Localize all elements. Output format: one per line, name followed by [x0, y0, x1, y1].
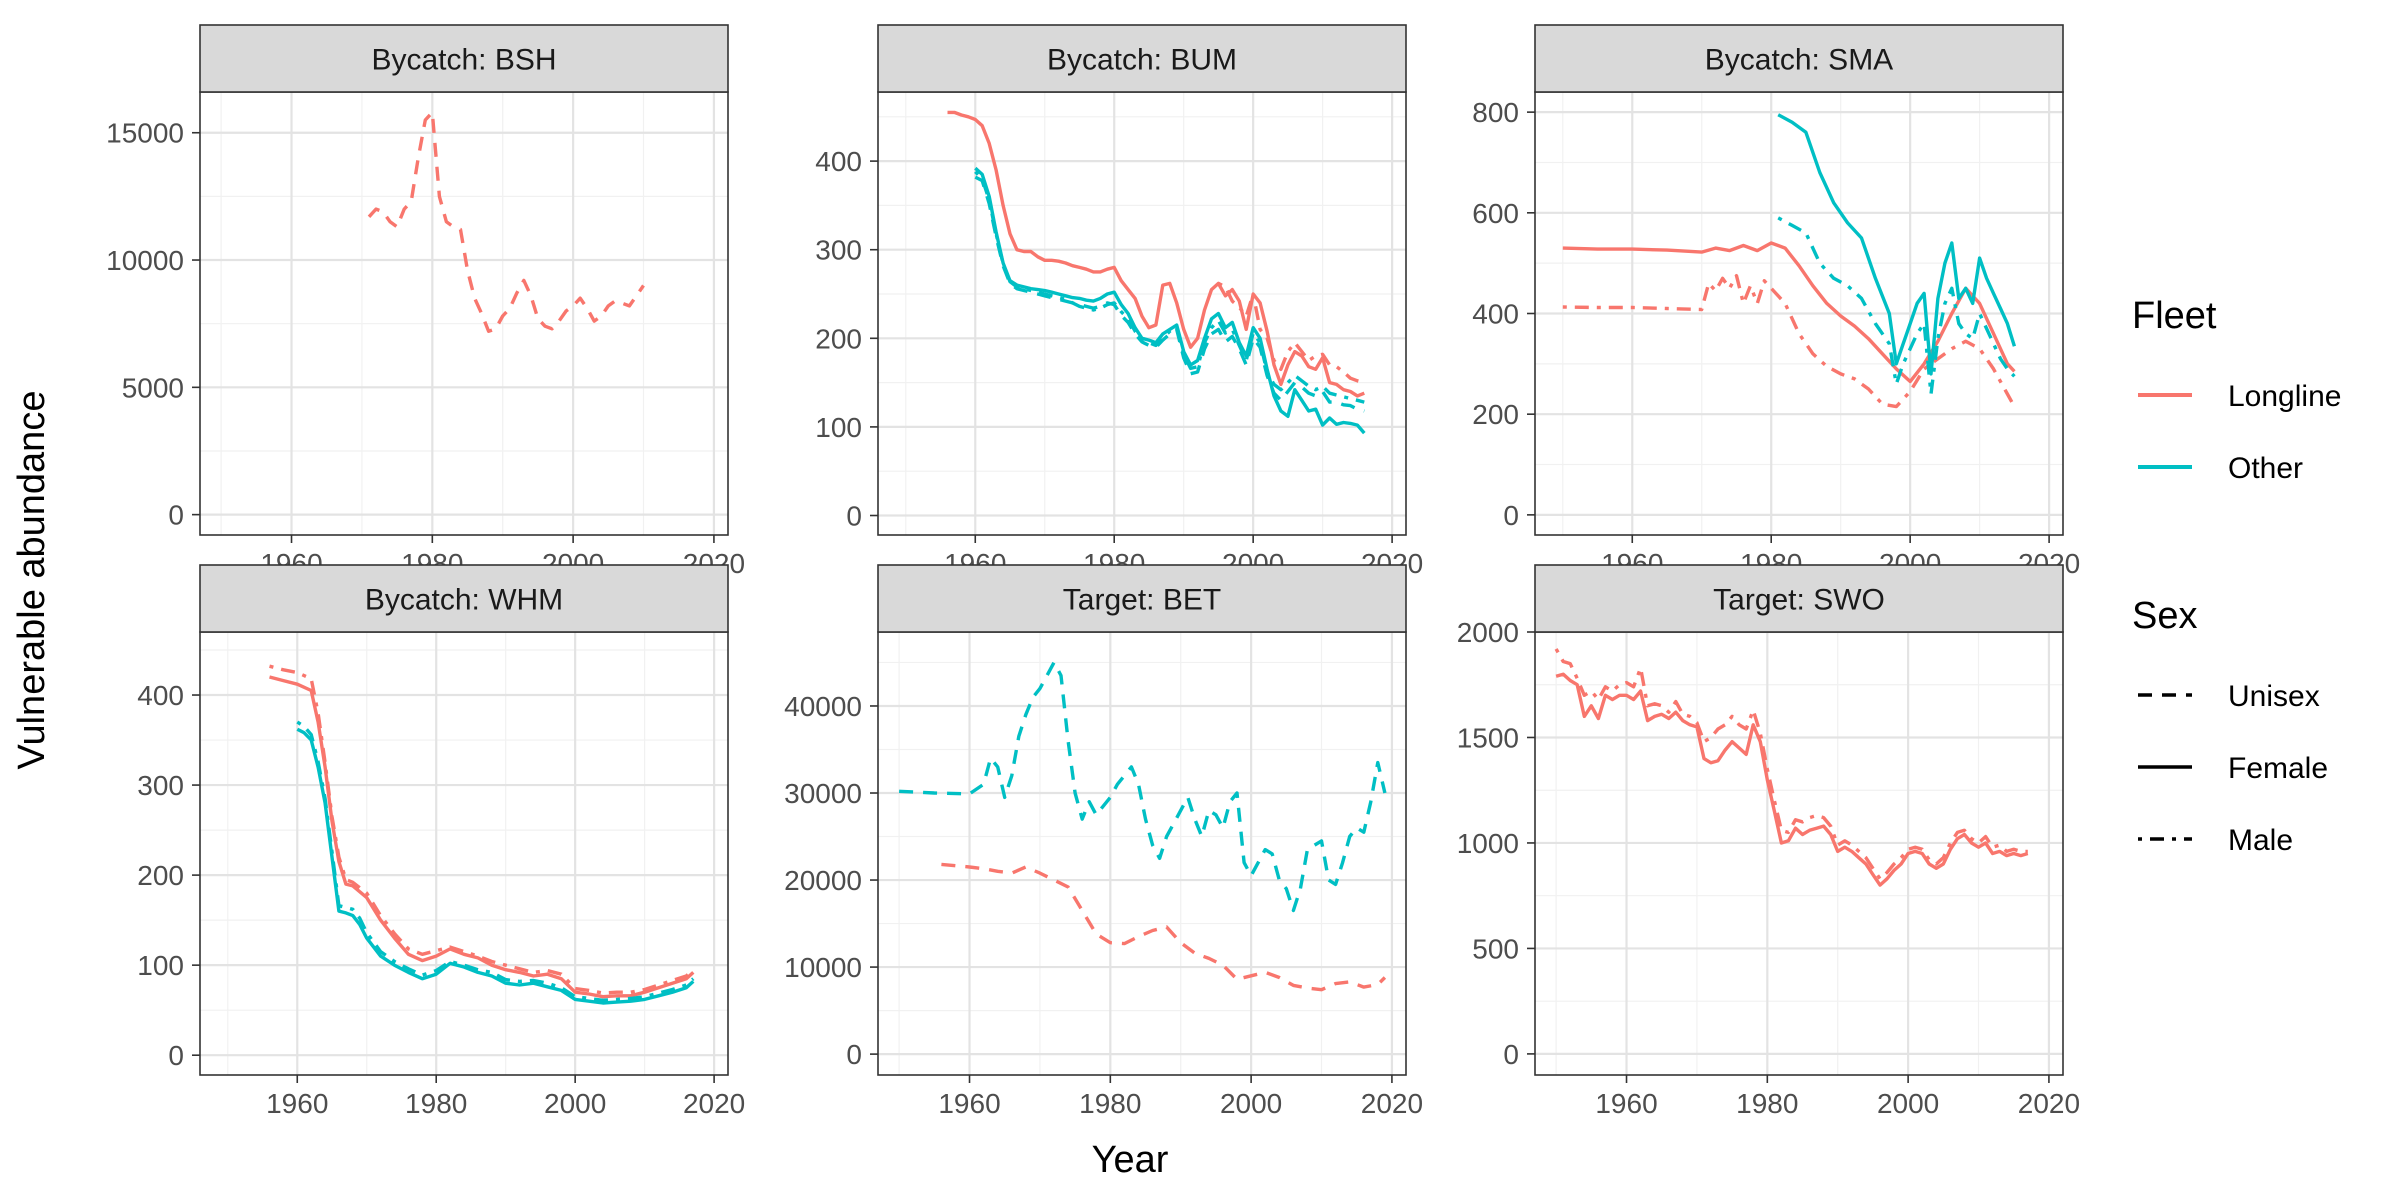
panel-background [878, 632, 1406, 1075]
x-tick-label: 1960 [266, 1088, 328, 1119]
legend-label-other: Other [2228, 452, 2303, 485]
y-tick-label: 200 [137, 860, 184, 891]
x-tick-label: 2000 [544, 1088, 606, 1119]
panel-strip [877, 24, 1407, 93]
y-tick-label: 0 [168, 500, 184, 531]
series-line-longline-female [1555, 672, 2029, 887]
series-line-longline-unisex [941, 862, 1387, 992]
panel-title: Bycatch: SMA [1705, 44, 1893, 77]
legend-sex-title: Sex [2132, 595, 2197, 637]
panel-strip [1534, 564, 2064, 633]
y-tick-label: 30000 [784, 778, 862, 809]
panel-title: Bycatch: BSH [371, 44, 556, 77]
x-tick-label: 1960 [1595, 1088, 1657, 1119]
series-line-other-male [974, 170, 1365, 404]
y-tick-label: 300 [815, 235, 862, 266]
y-tick-label: 1500 [1457, 722, 1519, 753]
series-line-longline-male [269, 664, 695, 995]
panel-title: Bycatch: BUM [1047, 44, 1237, 77]
panel-bycatch-whm: Bycatch: WHM 0 100 200 300 400 1960 1980 2000 202… [137, 564, 745, 1119]
y-tick-label: 400 [1472, 299, 1519, 330]
panel-title: Bycatch: WHM [365, 584, 563, 617]
series-line-longline-unisex [367, 110, 645, 333]
y-tick-label: 400 [137, 680, 184, 711]
y-tick-label: 400 [815, 146, 862, 177]
x-tick-label: 2000 [1220, 1088, 1282, 1119]
y-tick-label: 5000 [122, 372, 184, 403]
y-tick-label: 0 [846, 501, 862, 532]
y-tick-label: 0 [1503, 500, 1519, 531]
y-tick-label: 10000 [784, 952, 862, 983]
panel-title: Target: BET [1063, 584, 1221, 617]
y-tick-label: 200 [815, 323, 862, 354]
y-tick-label: 10000 [106, 245, 184, 276]
series-line-other-unisex [974, 175, 1365, 413]
x-tick-label: 1980 [1736, 1088, 1798, 1119]
legend-fleet-title: Fleet [2132, 295, 2217, 337]
x-tick-label: 2000 [1877, 1088, 1939, 1119]
panel-background [200, 632, 728, 1075]
y-tick-label: 200 [1472, 399, 1519, 430]
y-tick-label: 500 [1472, 933, 1519, 964]
y-tick-label: 600 [1472, 198, 1519, 229]
y-tick-label: 0 [846, 1039, 862, 1070]
y-tick-label: 100 [815, 412, 862, 443]
series-line-longline-female [1562, 241, 2016, 384]
legend-label-female: Female [2228, 752, 2328, 785]
x-axis-title: Year [1092, 1139, 1169, 1181]
series-line-other-female [296, 727, 695, 1005]
series-line-longline-female [269, 675, 695, 999]
legend: Fleet Longline Other Sex Unisex Female M… [2132, 295, 2341, 857]
legend-label-male: Male [2228, 824, 2293, 857]
panel-target-swo: Target: SWO 0 500 1000 1500 2000 1960 1980 2000 2… [1457, 564, 2080, 1119]
x-tick-label: 1960 [938, 1088, 1000, 1119]
series-line-longline-male [1554, 648, 2028, 881]
y-tick-label: 0 [168, 1040, 184, 1071]
y-tick-label: 800 [1472, 97, 1519, 128]
y-tick-label: 15000 [106, 118, 184, 149]
legend-label-unisex: Unisex [2228, 680, 2320, 713]
x-tick-label: 2020 [1361, 1088, 1423, 1119]
panel-title: Target: SWO [1713, 584, 1885, 617]
y-axis-title: Vulnerable abundance [11, 391, 53, 770]
panel-background [200, 92, 728, 535]
y-tick-label: 100 [137, 950, 184, 981]
panel-target-bet: Target: BET 0 10000 20000 30000 40000 1960 1980… [784, 564, 1423, 1119]
y-tick-label: 20000 [784, 865, 862, 896]
legend-label-longline: Longline [2228, 380, 2341, 413]
series-line-other-female [1777, 113, 2017, 376]
series-line-other-male [1777, 216, 2016, 396]
y-tick-label: 0 [1503, 1039, 1519, 1070]
series-line-longline-male [1217, 281, 1365, 385]
y-tick-label: 300 [137, 770, 184, 801]
panel-strip [199, 24, 729, 93]
y-tick-label: 2000 [1457, 617, 1519, 648]
panel-strip [1534, 24, 2064, 93]
x-tick-label: 2020 [2018, 1088, 2080, 1119]
x-tick-label: 2020 [683, 1088, 745, 1119]
y-tick-label: 1000 [1457, 828, 1519, 859]
x-tick-label: 1980 [1079, 1088, 1141, 1119]
x-tick-label: 1980 [405, 1088, 467, 1119]
series-line-longline-female [947, 110, 1365, 398]
panel-strip [877, 564, 1407, 633]
panel-strip [199, 564, 729, 633]
y-tick-label: 40000 [784, 691, 862, 722]
